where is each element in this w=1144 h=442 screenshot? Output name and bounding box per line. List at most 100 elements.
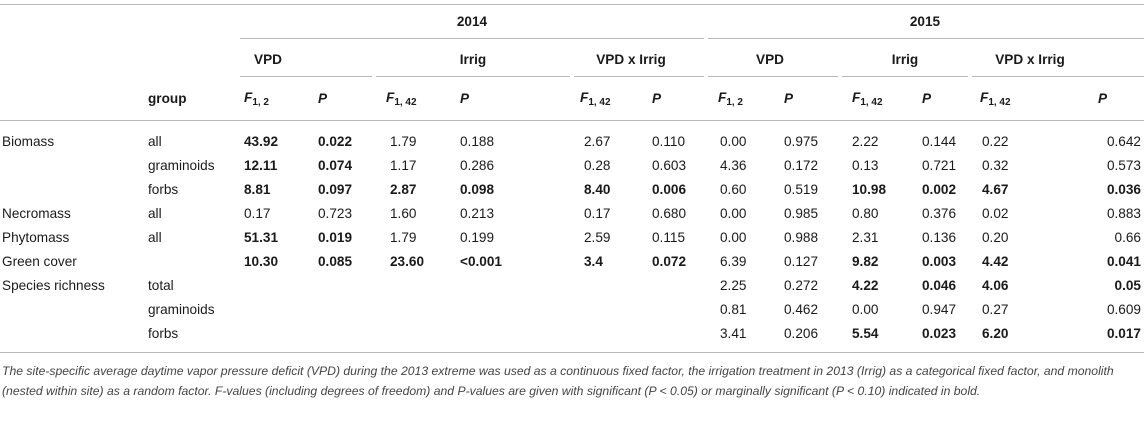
factor-header-vpd-2015: VPD bbox=[756, 52, 784, 67]
stat-df: 1, 2 bbox=[252, 97, 269, 108]
p-value-cell: 0.975 bbox=[784, 134, 819, 149]
f-value-cell: 0.02 bbox=[982, 206, 1009, 221]
f-value-cell: 2.22 bbox=[852, 134, 879, 149]
stat-df: 1, 42 bbox=[860, 97, 883, 108]
response-label: Green cover bbox=[2, 254, 77, 269]
f-value-cell: 8.81 bbox=[244, 182, 271, 197]
f-value-cell: 0.60 bbox=[720, 182, 747, 197]
f-value-cell: 0.20 bbox=[982, 230, 1009, 245]
rule-year-2015 bbox=[708, 38, 1144, 39]
p-value-cell: <0.001 bbox=[460, 254, 502, 269]
p-value-cell: 0.66 bbox=[1114, 230, 1141, 245]
p-value-cell: 0.376 bbox=[922, 206, 957, 221]
p-value-cell: 0.286 bbox=[460, 158, 495, 173]
stat-f-symbol: F bbox=[718, 90, 727, 105]
stat-f-symbol: F bbox=[244, 90, 253, 105]
p-value-cell: 0.127 bbox=[784, 254, 819, 269]
p-value-cell: 0.097 bbox=[318, 182, 353, 197]
f-value-cell: 9.82 bbox=[852, 254, 879, 269]
f-value-cell: 0.17 bbox=[584, 206, 611, 221]
f-value-cell: 3.4 bbox=[584, 254, 603, 269]
p-value-cell: 0.136 bbox=[922, 230, 957, 245]
f-value-cell: 4.42 bbox=[982, 254, 1009, 269]
f-value-cell: 1.79 bbox=[390, 230, 417, 245]
f-value-cell: 4.22 bbox=[852, 278, 879, 293]
factor-header-irrig-2015: Irrig bbox=[891, 52, 919, 67]
p-value-cell: 0.603 bbox=[652, 158, 687, 173]
p-value-cell: 0.110 bbox=[652, 134, 686, 149]
f-value-cell: 0.80 bbox=[852, 206, 879, 221]
f-value-cell: 5.54 bbox=[852, 326, 879, 341]
group-label: all bbox=[148, 230, 162, 245]
f-value-cell: 6.39 bbox=[720, 254, 747, 269]
p-value-cell: 0.573 bbox=[1106, 158, 1141, 173]
stat-header-p-vpd-2014: P bbox=[318, 91, 328, 106]
p-value-cell: 0.002 bbox=[922, 182, 957, 197]
p-value-cell: 0.041 bbox=[1106, 254, 1141, 269]
stat-header-p-irrig-2015: P bbox=[922, 91, 932, 106]
p-value-cell: 0.115 bbox=[652, 230, 686, 245]
f-value-cell: 0.13 bbox=[852, 158, 879, 173]
f-value-cell: 4.06 bbox=[982, 278, 1009, 293]
p-value-cell: 0.642 bbox=[1106, 134, 1141, 149]
p-value-cell: 0.144 bbox=[922, 134, 957, 149]
stat-header-f-vpdxirrig-2015: F1, 42 bbox=[980, 90, 1011, 111]
p-value-cell: 0.462 bbox=[784, 302, 819, 317]
p-value-cell: 0.680 bbox=[652, 206, 687, 221]
p-value-cell: 0.085 bbox=[318, 254, 353, 269]
table-footnote: The site-specific average daytime vapor … bbox=[2, 364, 1114, 398]
p-value-cell: 0.723 bbox=[318, 206, 353, 221]
rule-factor-vpdxirrig-2015 bbox=[972, 76, 1144, 77]
stat-header-f-irrig-2015: F1, 42 bbox=[852, 90, 883, 111]
rule-factor-irrig-2014 bbox=[376, 76, 570, 77]
p-value-cell: 0.172 bbox=[784, 158, 819, 173]
p-value-cell: 0.022 bbox=[318, 134, 353, 149]
f-value-cell: 0.27 bbox=[982, 302, 1009, 317]
group-label: graminoids bbox=[148, 158, 215, 173]
f-value-cell: 0.17 bbox=[244, 206, 271, 221]
stat-f-symbol: F bbox=[386, 90, 395, 105]
f-value-cell: 12.11 bbox=[244, 158, 278, 173]
f-value-cell: 0.00 bbox=[852, 302, 879, 317]
p-value-cell: 0.006 bbox=[652, 182, 687, 197]
stat-f-symbol: F bbox=[980, 90, 989, 105]
factor-header-vpdxirrig-2015: VPD x Irrig bbox=[995, 52, 1065, 67]
p-value-cell: 0.947 bbox=[922, 302, 957, 317]
stat-header-p-irrig-2014: P bbox=[460, 91, 470, 106]
group-label: forbs bbox=[148, 326, 179, 341]
rule-body-bottom bbox=[0, 352, 1144, 353]
stat-header-f-vpd-2014: F1, 2 bbox=[244, 90, 269, 111]
f-value-cell: 23.60 bbox=[390, 254, 425, 269]
rule-factor-vpd-2015 bbox=[708, 76, 838, 77]
group-label: all bbox=[148, 206, 162, 221]
f-value-cell: 43.92 bbox=[244, 134, 279, 149]
f-value-cell: 2.87 bbox=[390, 182, 417, 197]
f-value-cell: 8.40 bbox=[584, 182, 611, 197]
factor-header-irrig-2014: Irrig bbox=[459, 52, 487, 67]
stat-header-p-vpdxirrig-2014: P bbox=[652, 91, 662, 106]
rule-year-2014 bbox=[240, 38, 704, 39]
p-value-cell: 0.188 bbox=[460, 134, 495, 149]
stat-header-f-vpd-2015: F1, 2 bbox=[718, 90, 743, 111]
response-label: Species richness bbox=[2, 278, 105, 293]
p-value-cell: 0.213 bbox=[460, 206, 495, 221]
year-header-2015: 2015 bbox=[909, 14, 941, 29]
f-value-cell: 1.79 bbox=[390, 134, 417, 149]
rule-factor-vpd-2014 bbox=[240, 76, 372, 77]
f-value-cell: 2.31 bbox=[852, 230, 879, 245]
p-value-cell: 0.074 bbox=[318, 158, 353, 173]
f-value-cell: 4.67 bbox=[982, 182, 1009, 197]
f-value-cell: 2.25 bbox=[720, 278, 747, 293]
stat-header-f-vpdxirrig-2014: F1, 42 bbox=[580, 90, 611, 111]
stat-df: 1, 42 bbox=[588, 97, 611, 108]
f-value-cell: 10.98 bbox=[852, 182, 887, 197]
p-value-cell: 0.036 bbox=[1106, 182, 1141, 197]
group-label: graminoids bbox=[148, 302, 215, 317]
p-value-cell: 0.206 bbox=[784, 326, 819, 341]
rule-factor-irrig-2015 bbox=[842, 76, 968, 77]
rule-header-bottom bbox=[0, 120, 1144, 121]
f-value-cell: 0.00 bbox=[720, 134, 747, 149]
f-value-cell: 0.22 bbox=[982, 134, 1009, 149]
response-label: Biomass bbox=[2, 134, 55, 149]
